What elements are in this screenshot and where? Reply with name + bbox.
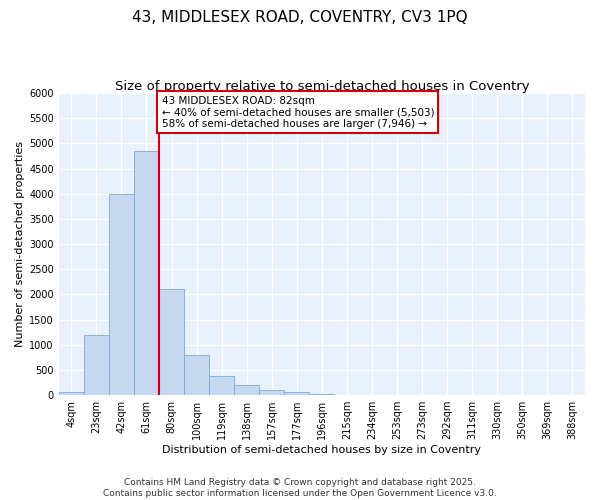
Y-axis label: Number of semi-detached properties: Number of semi-detached properties — [15, 141, 25, 347]
Title: Size of property relative to semi-detached houses in Coventry: Size of property relative to semi-detach… — [115, 80, 529, 93]
Bar — [59, 392, 84, 395]
Bar — [334, 394, 359, 395]
Bar — [234, 385, 259, 395]
Bar — [134, 151, 159, 395]
X-axis label: Distribution of semi-detached houses by size in Coventry: Distribution of semi-detached houses by … — [163, 445, 481, 455]
Bar — [184, 355, 209, 395]
Bar — [284, 392, 310, 395]
Bar — [109, 194, 134, 395]
Bar — [209, 376, 234, 395]
Text: 43 MIDDLESEX ROAD: 82sqm
← 40% of semi-detached houses are smaller (5,503)
58% o: 43 MIDDLESEX ROAD: 82sqm ← 40% of semi-d… — [161, 96, 434, 128]
Text: Contains HM Land Registry data © Crown copyright and database right 2025.
Contai: Contains HM Land Registry data © Crown c… — [103, 478, 497, 498]
Bar — [310, 394, 334, 395]
Bar — [259, 390, 284, 395]
Bar — [159, 290, 184, 395]
Text: 43, MIDDLESEX ROAD, COVENTRY, CV3 1PQ: 43, MIDDLESEX ROAD, COVENTRY, CV3 1PQ — [132, 10, 468, 25]
Bar — [84, 335, 109, 395]
